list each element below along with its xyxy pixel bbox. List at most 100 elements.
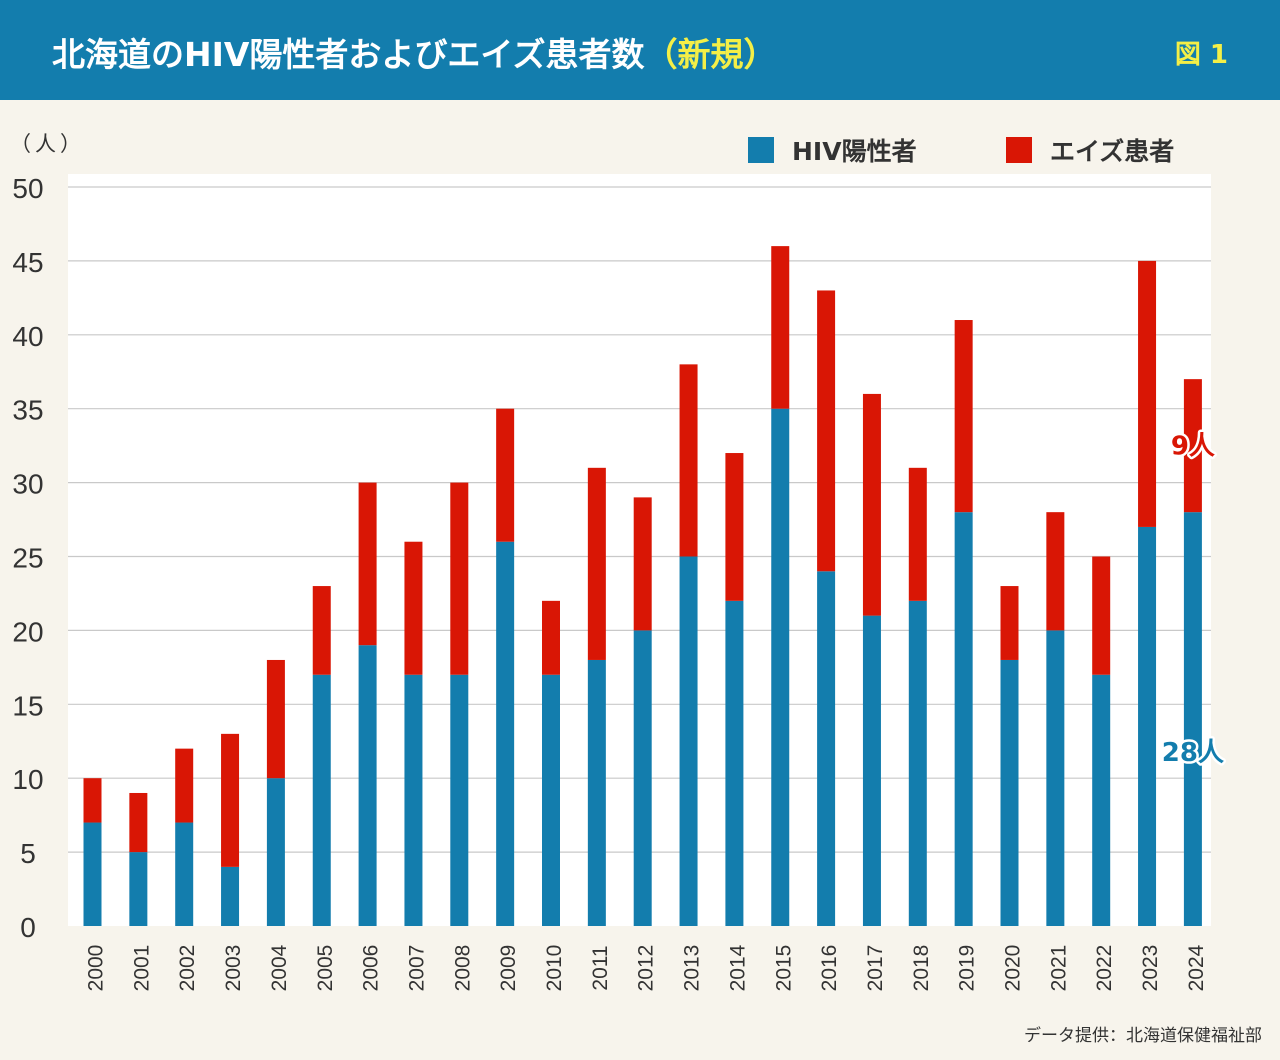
chart-title: 北海道のHIV陽性者およびエイズ患者数（新規） — [52, 28, 776, 76]
bar-aids-2000 — [83, 778, 102, 823]
x-tick-label-2020: 2020 — [1002, 945, 1025, 992]
x-tick-label-2018: 2018 — [910, 945, 933, 992]
bar-aids-2017 — [862, 393, 881, 616]
y-unit-label: （人） — [10, 132, 85, 156]
bar-aids-2001 — [129, 792, 148, 853]
legend-item-aids: エイズ患者 — [1006, 135, 1175, 166]
bar-hiv-2016 — [817, 571, 836, 926]
x-tick-label-2014: 2014 — [726, 944, 749, 991]
bar-hiv-2010 — [542, 674, 560, 926]
bar-aids-2012 — [633, 497, 652, 631]
x-tick-label-2024: 2024 — [1185, 944, 1208, 991]
x-tick-label-2008: 2008 — [451, 945, 474, 992]
y-tick-label-20: 20 — [12, 616, 43, 647]
bar-aids-2006 — [358, 482, 377, 646]
bar-aids-2011 — [587, 467, 606, 660]
bar-aids-2023 — [1138, 260, 1157, 527]
bar-aids-2004 — [266, 659, 285, 779]
bar-hiv-2000 — [83, 822, 102, 926]
bar-aids-2005 — [312, 586, 331, 675]
bar-hiv-2022 — [1092, 674, 1111, 926]
x-tick-label-2003: 2003 — [222, 945, 245, 992]
y-tick-label-5: 5 — [20, 838, 36, 869]
bar-hiv-2012 — [633, 630, 652, 926]
legend-item-hiv: HIV陽性者 — [748, 135, 917, 166]
x-tick-label-2002: 2002 — [176, 945, 199, 992]
bar-hiv-2014 — [725, 600, 744, 926]
figure-label: 図 1 — [1174, 40, 1228, 70]
title-accent: （新規） — [644, 35, 777, 74]
x-tick-label-2023: 2023 — [1139, 945, 1162, 992]
legend-swatch-aids — [1006, 137, 1032, 163]
bar-hiv-2017 — [862, 615, 881, 926]
bar-aids-2022 — [1092, 556, 1111, 675]
bar-hiv-2020 — [1000, 659, 1019, 926]
legend-label-aids: エイズ患者 — [1050, 137, 1175, 166]
x-tick-label-2021: 2021 — [1047, 945, 1070, 992]
bar-hiv-2001 — [129, 852, 148, 926]
bar-hiv-2015 — [771, 408, 790, 926]
bar-aids-2010 — [542, 600, 560, 675]
y-tick-label-15: 15 — [12, 690, 43, 721]
x-tick-label-2011: 2011 — [589, 945, 612, 990]
x-tick-label-2010: 2010 — [543, 945, 566, 992]
bar-aids-2002 — [175, 748, 194, 823]
bar-aids-2014 — [725, 453, 744, 601]
annotation-aids-2024: 9人 — [1171, 432, 1215, 462]
bar-aids-2021 — [1046, 512, 1065, 631]
source-credit: データ提供：北海道保健福祉部 — [1024, 1026, 1262, 1046]
x-tick-label-2005: 2005 — [314, 945, 337, 992]
y-tick-label-45: 45 — [12, 247, 43, 278]
bar-hiv-2003 — [221, 866, 240, 926]
bar-hiv-2021 — [1046, 630, 1065, 926]
bar-hiv-2024 — [1183, 512, 1202, 926]
bar-hiv-2018 — [908, 600, 927, 926]
bar-hiv-2023 — [1138, 526, 1157, 926]
bar-hiv-2004 — [266, 778, 285, 926]
x-tick-label-2004: 2004 — [268, 944, 291, 991]
bar-hiv-2019 — [954, 512, 973, 926]
bar-aids-2015 — [771, 246, 790, 409]
y-tick-label-10: 10 — [12, 764, 43, 795]
bar-aids-2020 — [1000, 586, 1019, 660]
bar-aids-2013 — [679, 364, 698, 557]
x-tick-label-2001: 2001 — [130, 945, 153, 992]
y-tick-label-40: 40 — [12, 321, 43, 352]
x-tick-label-2016: 2016 — [818, 945, 841, 992]
y-tick-label-50: 50 — [12, 173, 43, 204]
legend-swatch-hiv — [748, 137, 774, 163]
x-tick-label-2013: 2013 — [681, 945, 704, 992]
bar-hiv-2006 — [358, 645, 377, 926]
title-main: 北海道のHIV陽性者およびエイズ患者数 — [52, 35, 645, 74]
bar-hiv-2008 — [450, 674, 469, 926]
bar-aids-2008 — [450, 482, 469, 675]
bar-aids-2003 — [221, 733, 240, 867]
x-tick-label-2007: 2007 — [405, 945, 428, 992]
x-tick-label-2000: 2000 — [85, 945, 108, 992]
x-tick-label-2012: 2012 — [635, 945, 658, 992]
x-tick-label-2006: 2006 — [360, 945, 383, 992]
header-bar: 北海道のHIV陽性者およびエイズ患者数（新規） 図 1 — [0, 0, 1280, 100]
bar-hiv-2013 — [679, 556, 698, 926]
bar-hiv-2009 — [496, 541, 515, 926]
bar-aids-2024 — [1183, 379, 1202, 513]
bar-aids-2009 — [496, 408, 515, 542]
y-tick-label-35: 35 — [12, 395, 43, 426]
x-tick-label-2022: 2022 — [1093, 945, 1116, 992]
x-tick-label-2019: 2019 — [956, 945, 979, 992]
y-tick-label-0: 0 — [20, 912, 36, 943]
legend-label-hiv: HIV陽性者 — [792, 137, 917, 166]
bar-hiv-2007 — [404, 674, 423, 926]
bar-aids-2007 — [404, 541, 423, 675]
bar-aids-2016 — [817, 290, 836, 572]
y-tick-label-30: 30 — [12, 469, 43, 500]
annotation-hiv-2024: 28人 — [1162, 738, 1224, 768]
x-tick-label-2017: 2017 — [864, 945, 887, 992]
x-tick-label-2015: 2015 — [772, 945, 795, 992]
bar-hiv-2011 — [587, 659, 606, 926]
bar-hiv-2005 — [312, 674, 331, 926]
bar-hiv-2002 — [175, 822, 194, 926]
y-tick-label-25: 25 — [12, 543, 43, 574]
bar-aids-2019 — [954, 320, 973, 513]
